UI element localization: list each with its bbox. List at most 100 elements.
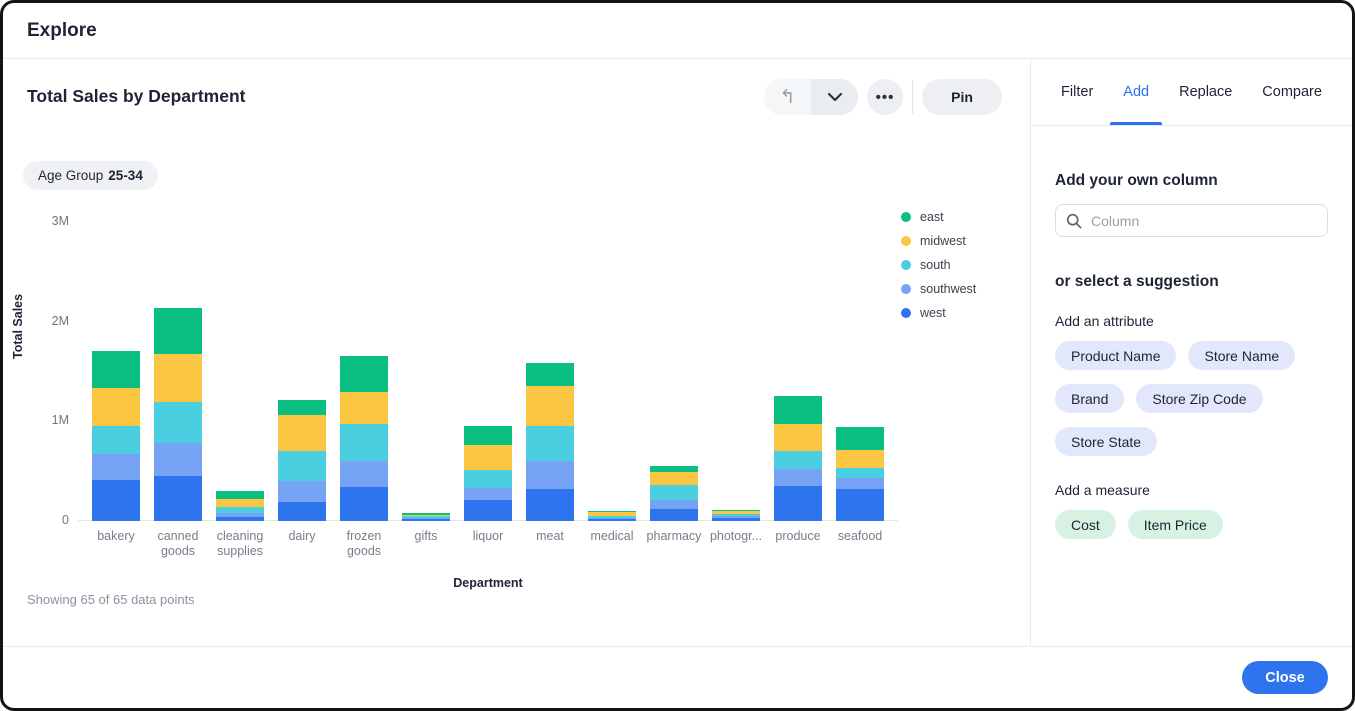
attribute-chip-store-name[interactable]: Store Name [1188, 341, 1296, 370]
bar-photogr--west[interactable] [712, 517, 760, 521]
legend-dot-southwest [901, 284, 911, 294]
measure-chip-cost[interactable]: Cost [1055, 510, 1116, 539]
bar-canned-goods-west[interactable] [154, 476, 202, 521]
bar-medical-southwest[interactable] [588, 517, 636, 519]
measure-chip-item-price[interactable]: Item Price [1127, 510, 1223, 539]
bar-frozen-goods-southwest[interactable] [340, 461, 388, 488]
bar-cleaning-supplies-south[interactable] [216, 507, 264, 514]
bar-seafood-east[interactable] [836, 427, 884, 451]
tab-replace[interactable]: Replace [1179, 84, 1233, 100]
pin-button[interactable]: Pin [922, 79, 1002, 115]
bar-canned-goods-east[interactable] [154, 307, 202, 354]
filter-chip-label: Age Group [38, 168, 104, 183]
bar-dairy-midwest[interactable] [278, 415, 326, 452]
bar-seafood-west[interactable] [836, 489, 884, 521]
attribute-chip-store-zip-code[interactable]: Store Zip Code [1136, 384, 1263, 413]
bar-medical-west[interactable] [588, 518, 636, 521]
bar-meat-midwest[interactable] [526, 386, 574, 427]
tab-filter[interactable]: Filter [1061, 84, 1094, 100]
legend-dot-east [901, 212, 911, 222]
bar-meat-south[interactable] [526, 426, 574, 462]
bar-photogr--south[interactable] [712, 514, 760, 517]
legend-item-midwest[interactable]: midwest [901, 229, 976, 253]
legend-item-west[interactable]: west [901, 301, 976, 325]
bar-pharmacy-east[interactable] [650, 466, 698, 473]
bar-seafood-midwest[interactable] [836, 450, 884, 469]
bar-canned-goods-midwest[interactable] [154, 353, 202, 403]
bar-liquor-west[interactable] [464, 500, 512, 521]
bar-seafood-southwest[interactable] [836, 478, 884, 490]
bar-produce-west[interactable] [774, 486, 822, 521]
bar-gifts-east[interactable] [402, 513, 450, 515]
bar-pharmacy-west[interactable] [650, 509, 698, 521]
bar-bakery-west[interactable] [92, 480, 140, 521]
bar-gifts-southwest[interactable] [402, 517, 450, 519]
bar-medical-south[interactable] [588, 515, 636, 518]
bar-meat-southwest[interactable] [526, 461, 574, 490]
bar-liquor-midwest[interactable] [464, 445, 512, 471]
bar-photogr--southwest[interactable] [712, 516, 760, 518]
bar-produce-east[interactable] [774, 396, 822, 425]
bar-pharmacy-midwest[interactable] [650, 472, 698, 486]
bar-meat-west[interactable] [526, 489, 574, 521]
bar-dairy-west[interactable] [278, 502, 326, 521]
bar-canned-goods-southwest[interactable] [154, 443, 202, 477]
bar-liquor-east[interactable] [464, 426, 512, 446]
attribute-chip-product-name[interactable]: Product Name [1055, 341, 1177, 370]
attribute-chip-store-state[interactable]: Store State [1055, 427, 1158, 456]
bar-pharmacy-south[interactable] [650, 485, 698, 501]
attribute-chip-brand[interactable]: Brand [1055, 384, 1125, 413]
bar-gifts-south[interactable] [402, 516, 450, 518]
bar-photogr--midwest[interactable] [712, 511, 760, 515]
x-label-meat: meat [536, 529, 564, 543]
bar-pharmacy-southwest[interactable] [650, 500, 698, 510]
bar-cleaning-supplies-southwest[interactable] [216, 513, 264, 518]
x-label-dairy: dairy [288, 529, 316, 543]
bar-dairy-east[interactable] [278, 400, 326, 416]
column-search-input[interactable] [1091, 212, 1317, 229]
bar-bakery-south[interactable] [92, 426, 140, 455]
bar-canned-goods-south[interactable] [154, 402, 202, 444]
undo-button[interactable]: ↰ [764, 79, 811, 115]
bar-seafood-south[interactable] [836, 468, 884, 479]
bar-produce-south[interactable] [774, 451, 822, 470]
bar-gifts-midwest[interactable] [402, 514, 450, 517]
bar-dairy-southwest[interactable] [278, 481, 326, 503]
bar-cleaning-supplies-west[interactable] [216, 517, 264, 521]
bar-dairy-south[interactable] [278, 451, 326, 482]
bar-bakery-east[interactable] [92, 350, 140, 389]
legend-item-southwest[interactable]: southwest [901, 277, 976, 301]
x-axis-title: Department [453, 576, 523, 590]
tab-add[interactable]: Add [1110, 59, 1162, 125]
bar-liquor-southwest[interactable] [464, 488, 512, 501]
bar-produce-midwest[interactable] [774, 424, 822, 452]
bar-photogr--east[interactable] [712, 510, 760, 512]
bar-cleaning-supplies-east[interactable] [216, 491, 264, 500]
bar-bakery-midwest[interactable] [92, 388, 140, 427]
bar-frozen-goods-west[interactable] [340, 487, 388, 521]
y-axis-title: Total Sales [11, 293, 25, 359]
more-options-button[interactable]: ••• [867, 79, 903, 115]
legend-item-south[interactable]: south [901, 253, 976, 277]
bar-bakery-southwest[interactable] [92, 454, 140, 481]
tab-compare[interactable]: Compare [1262, 84, 1322, 100]
bar-liquor-south[interactable] [464, 470, 512, 489]
bar-gifts-west[interactable] [402, 518, 450, 521]
bar-frozen-goods-south[interactable] [340, 424, 388, 462]
history-dropdown-button[interactable] [811, 79, 858, 115]
bar-cleaning-supplies-midwest[interactable] [216, 499, 264, 508]
legend-item-east[interactable]: east [901, 205, 976, 229]
filter-chip-age-group[interactable]: Age Group 25-34 [23, 161, 158, 190]
legend-dot-midwest [901, 236, 911, 246]
bar-produce-southwest[interactable] [774, 469, 822, 487]
close-button[interactable]: Close [1242, 661, 1328, 694]
bar-meat-east[interactable] [526, 362, 574, 387]
bar-medical-east[interactable] [588, 511, 636, 513]
bar-frozen-goods-midwest[interactable] [340, 392, 388, 425]
bar-frozen-goods-east[interactable] [340, 355, 388, 393]
bar-medical-midwest[interactable] [588, 512, 636, 516]
legend-label-southwest: southwest [920, 282, 977, 296]
column-search-box[interactable] [1055, 204, 1328, 237]
toolbar-divider [912, 80, 913, 114]
y-tick-3M: 3M [51, 214, 69, 228]
